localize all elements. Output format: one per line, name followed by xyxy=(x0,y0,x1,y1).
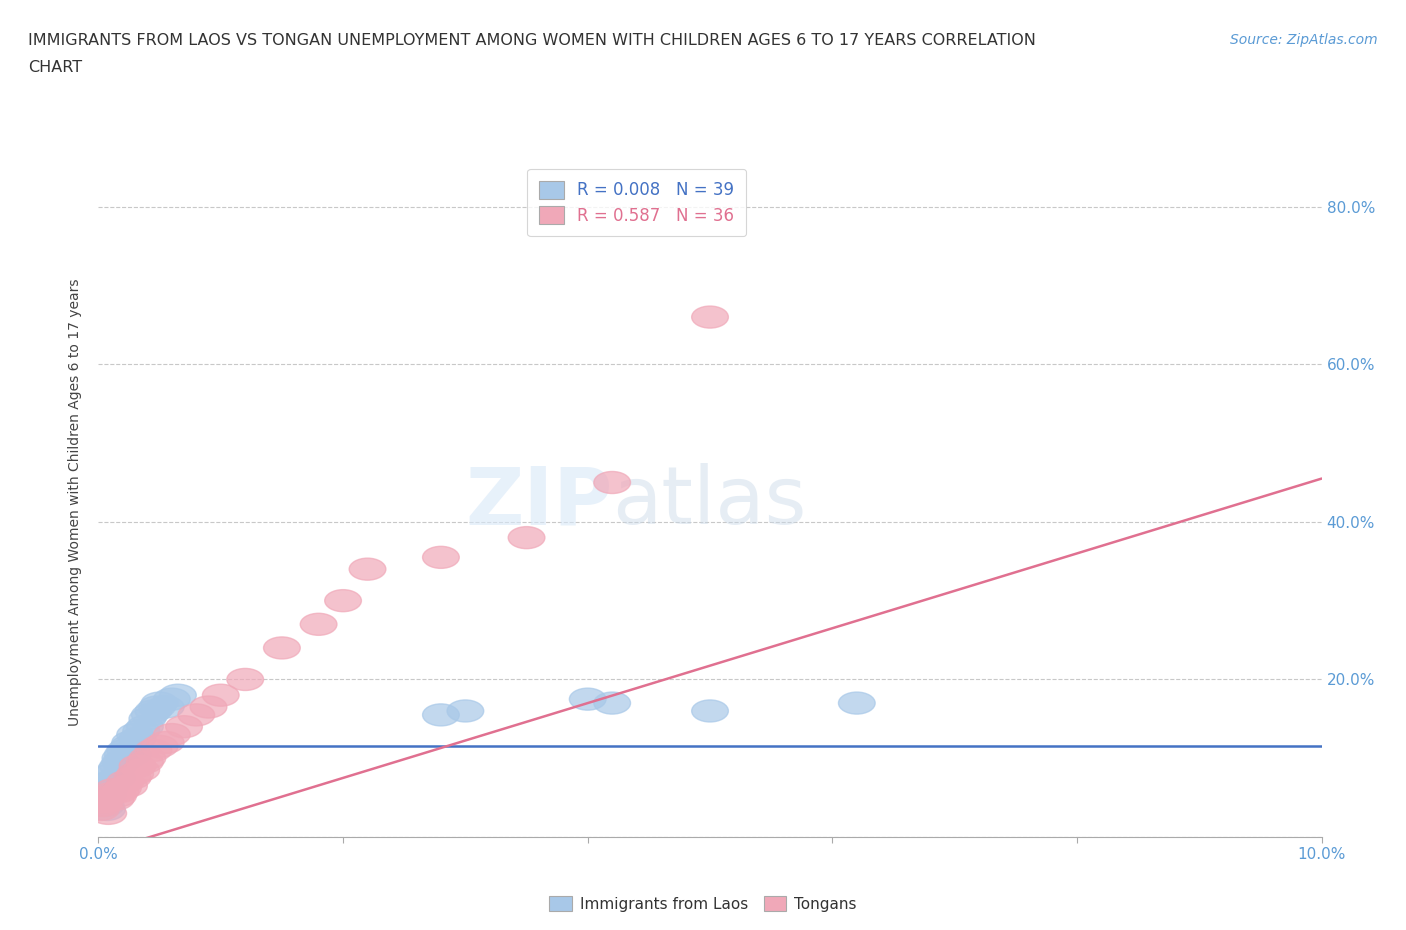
Ellipse shape xyxy=(131,704,169,726)
Ellipse shape xyxy=(263,637,301,659)
Ellipse shape xyxy=(148,696,184,718)
Text: Source: ZipAtlas.com: Source: ZipAtlas.com xyxy=(1230,33,1378,46)
Ellipse shape xyxy=(135,700,172,722)
Ellipse shape xyxy=(107,771,143,793)
Text: ZIP: ZIP xyxy=(465,463,612,541)
Ellipse shape xyxy=(93,775,129,797)
Ellipse shape xyxy=(139,696,176,718)
Ellipse shape xyxy=(127,751,163,773)
Text: IMMIGRANTS FROM LAOS VS TONGAN UNEMPLOYMENT AMONG WOMEN WITH CHILDREN AGES 6 TO : IMMIGRANTS FROM LAOS VS TONGAN UNEMPLOYM… xyxy=(28,33,1036,47)
Ellipse shape xyxy=(129,708,166,730)
Ellipse shape xyxy=(569,688,606,711)
Ellipse shape xyxy=(160,684,197,706)
Ellipse shape xyxy=(122,759,160,781)
Ellipse shape xyxy=(153,724,190,746)
Ellipse shape xyxy=(141,736,179,757)
Ellipse shape xyxy=(111,736,148,757)
Ellipse shape xyxy=(179,704,215,726)
Ellipse shape xyxy=(97,759,134,781)
Ellipse shape xyxy=(127,716,163,737)
Ellipse shape xyxy=(103,780,139,803)
Ellipse shape xyxy=(593,692,630,714)
Ellipse shape xyxy=(129,747,166,769)
Legend: R = 0.008   N = 39, R = 0.587   N = 36: R = 0.008 N = 39, R = 0.587 N = 36 xyxy=(527,169,747,236)
Ellipse shape xyxy=(692,306,728,328)
Ellipse shape xyxy=(166,716,202,737)
Ellipse shape xyxy=(108,747,145,769)
Ellipse shape xyxy=(98,767,135,789)
Ellipse shape xyxy=(692,700,728,722)
Ellipse shape xyxy=(120,727,156,750)
Text: CHART: CHART xyxy=(28,60,82,75)
Ellipse shape xyxy=(325,590,361,612)
Ellipse shape xyxy=(84,778,121,801)
Ellipse shape xyxy=(93,771,129,793)
Ellipse shape xyxy=(301,613,337,635)
Ellipse shape xyxy=(153,688,190,711)
Ellipse shape xyxy=(103,747,139,769)
Y-axis label: Unemployment Among Women with Children Ages 6 to 17 years: Unemployment Among Women with Children A… xyxy=(69,278,83,726)
Ellipse shape xyxy=(122,720,160,742)
Ellipse shape xyxy=(423,704,460,726)
Ellipse shape xyxy=(349,558,385,580)
Ellipse shape xyxy=(90,783,127,804)
Legend: Immigrants from Laos, Tongans: Immigrants from Laos, Tongans xyxy=(543,889,863,918)
Ellipse shape xyxy=(84,794,121,817)
Ellipse shape xyxy=(190,696,226,718)
Ellipse shape xyxy=(86,787,122,809)
Text: atlas: atlas xyxy=(612,463,807,541)
Ellipse shape xyxy=(202,684,239,706)
Ellipse shape xyxy=(83,783,120,804)
Ellipse shape xyxy=(104,777,141,799)
Ellipse shape xyxy=(107,739,143,762)
Ellipse shape xyxy=(93,783,129,804)
Ellipse shape xyxy=(141,692,179,714)
Ellipse shape xyxy=(148,731,184,753)
Ellipse shape xyxy=(226,669,263,690)
Ellipse shape xyxy=(114,743,150,765)
Ellipse shape xyxy=(135,739,172,762)
Ellipse shape xyxy=(94,778,131,801)
Ellipse shape xyxy=(508,526,546,549)
Ellipse shape xyxy=(104,743,141,765)
Ellipse shape xyxy=(423,546,460,568)
Ellipse shape xyxy=(89,798,125,820)
Ellipse shape xyxy=(90,803,127,824)
Ellipse shape xyxy=(111,775,148,797)
Ellipse shape xyxy=(114,767,150,789)
Ellipse shape xyxy=(838,692,875,714)
Ellipse shape xyxy=(117,763,153,785)
Ellipse shape xyxy=(100,755,136,777)
Ellipse shape xyxy=(447,700,484,722)
Ellipse shape xyxy=(87,787,124,809)
Ellipse shape xyxy=(100,785,136,807)
Ellipse shape xyxy=(83,798,120,820)
Ellipse shape xyxy=(593,472,630,494)
Ellipse shape xyxy=(103,751,139,773)
Ellipse shape xyxy=(86,790,122,813)
Ellipse shape xyxy=(87,794,124,817)
Ellipse shape xyxy=(117,724,153,746)
Ellipse shape xyxy=(97,788,134,810)
Ellipse shape xyxy=(84,790,122,813)
Ellipse shape xyxy=(120,755,156,777)
Ellipse shape xyxy=(94,763,131,785)
Ellipse shape xyxy=(112,731,149,753)
